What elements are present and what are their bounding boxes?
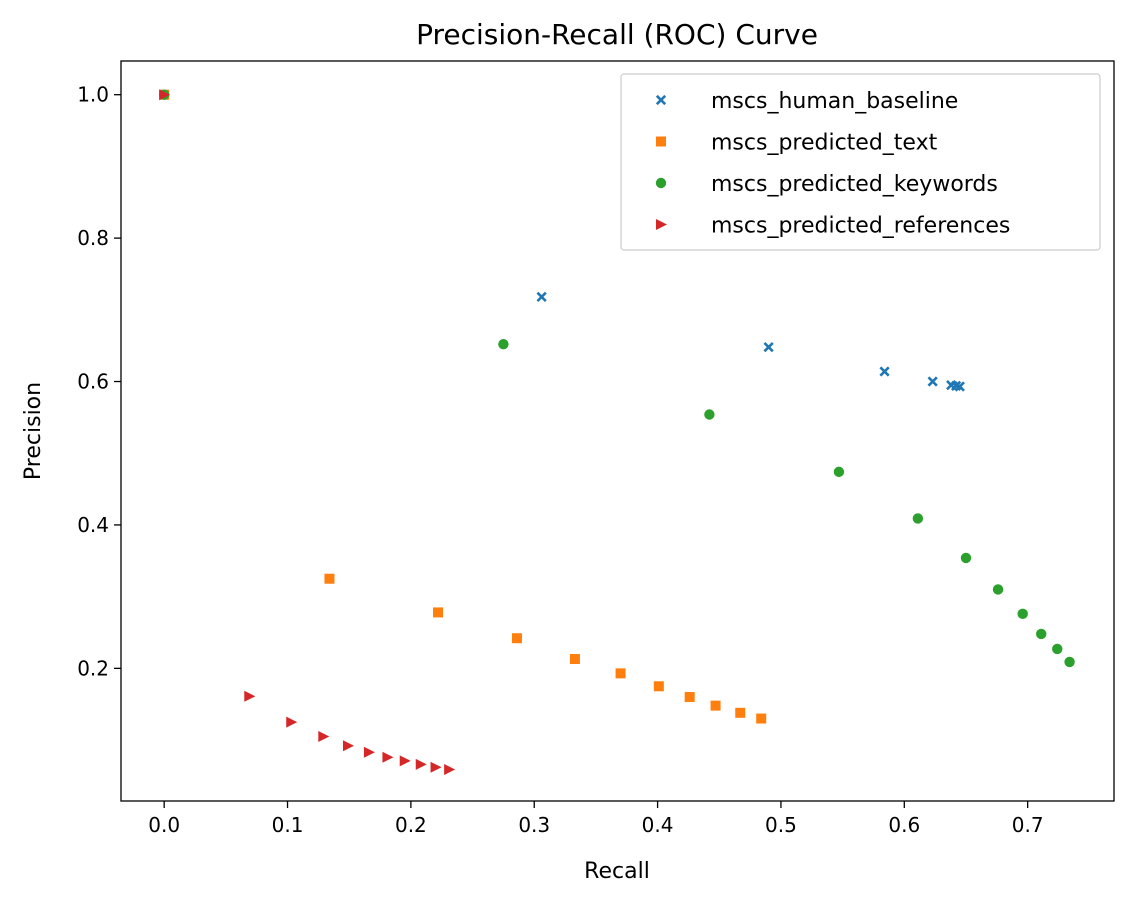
x-tick-label: 0.1: [272, 813, 304, 837]
y-axis-ticks: 0.2 0.4 0.6 0.8 1.0: [77, 83, 121, 680]
data-point: [433, 607, 444, 618]
data-point: [324, 573, 335, 584]
legend-marker: [656, 136, 666, 147]
legend-box: [620, 73, 1101, 251]
data-point: [363, 746, 375, 758]
x-tick-label: 0.3: [518, 813, 550, 837]
data-point: [763, 341, 774, 353]
data-point: [684, 692, 695, 703]
y-tick-label: 0.6: [77, 370, 109, 394]
data-point: [1052, 643, 1063, 655]
y-tick-label: 0.4: [77, 513, 109, 537]
y-tick-label: 1.0: [77, 83, 109, 107]
data-point: [615, 668, 626, 679]
data-point: [735, 707, 746, 718]
data-point: [927, 376, 938, 387]
series-mscs_predicted_references: [159, 89, 456, 775]
data-point: [912, 513, 924, 524]
legend-label: mscs_predicted_text: [711, 131, 938, 156]
legend-label: mscs_predicted_references: [711, 214, 1010, 239]
x-tick-label: 0.2: [395, 813, 427, 837]
data-point: [653, 681, 664, 692]
legend-marker: [655, 94, 667, 106]
data-point: [1017, 608, 1028, 620]
x-tick-label: 0.7: [1012, 813, 1044, 837]
data-point: [444, 763, 456, 775]
data-point: [415, 758, 427, 770]
y-axis-label: Precision: [21, 382, 46, 480]
legend-label: mscs_predicted_keywords: [711, 172, 998, 197]
y-tick-label: 0.2: [77, 656, 109, 680]
data-point: [430, 761, 442, 773]
series-mscs_predicted_keywords: [158, 89, 1075, 668]
data-markers: [158, 89, 1075, 775]
data-point: [960, 552, 972, 564]
data-point: [1036, 628, 1047, 640]
data-point: [954, 381, 965, 392]
data-point: [498, 339, 509, 350]
x-tick-label: 0.6: [888, 813, 920, 837]
x-axis-ticks: 0.0 0.1 0.2 0.3 0.4 0.5 0.6 0.7: [148, 801, 1044, 837]
data-point: [399, 755, 411, 767]
chart-title: Precision-Recall (ROC) Curve: [416, 18, 818, 51]
data-point: [1064, 656, 1075, 668]
data-point: [342, 740, 354, 752]
data-point: [318, 730, 330, 742]
data-point: [704, 409, 715, 420]
data-point: [286, 716, 298, 728]
data-point: [833, 466, 845, 478]
legend-label: mscs_human_baseline: [711, 89, 958, 114]
data-point: [879, 366, 890, 377]
legend: mscs_human_baseline mscs_predicted_textms…: [620, 73, 1101, 251]
x-tick-label: 0.4: [642, 813, 674, 837]
x-tick-label: 0.0: [148, 813, 180, 837]
data-point: [569, 654, 580, 665]
y-tick-label: 0.8: [77, 226, 109, 250]
data-point: [710, 700, 721, 711]
data-point: [511, 633, 522, 644]
legend-marker: [655, 177, 667, 189]
data-point: [159, 89, 171, 101]
data-point: [756, 713, 767, 724]
x-axis-label: Recall: [584, 859, 650, 884]
data-point: [382, 751, 394, 763]
x-tick-label: 0.5: [765, 813, 797, 837]
data-point: [536, 291, 547, 303]
data-point: [992, 584, 1004, 595]
legend-marker: [656, 219, 667, 230]
data-point: [244, 690, 256, 702]
